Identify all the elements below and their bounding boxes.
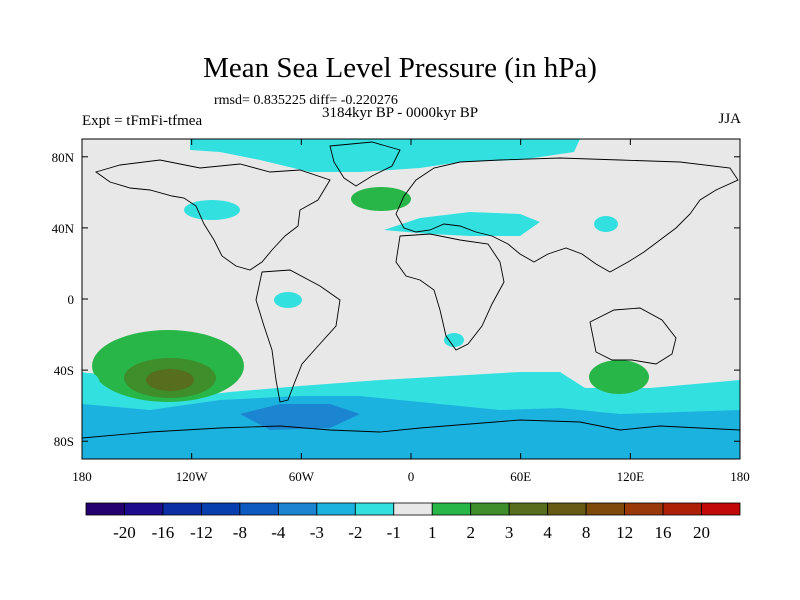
south-pacific-high-3 (146, 369, 194, 391)
season-label: JJA (718, 111, 741, 127)
amazon-anomaly (274, 292, 302, 308)
colorbar-label: 4 (543, 523, 552, 542)
x-tick-label: 120E (617, 469, 645, 484)
asia-anomaly (594, 216, 618, 232)
experiment-text: Expt = tFmFi-tfmea (82, 113, 203, 129)
east-pacific-anomaly (82, 373, 100, 397)
colorbar-label: 2 (466, 523, 475, 542)
colorbar-cell (239, 502, 279, 516)
colorbar-cell (585, 502, 625, 516)
australia-coast (589, 307, 677, 365)
colorbar: -20 -16 -12 -8 -4 -3 -2 -1 1 2 3 4 8 12 16 20 (85, 502, 741, 542)
x-tick-label: 120W (176, 469, 209, 484)
x-tick-label: 180 (730, 469, 750, 484)
colorbar-cell (470, 502, 510, 516)
colorbar-label: -8 (233, 523, 247, 542)
coastlines (82, 141, 740, 439)
colorbar-cell (624, 502, 664, 516)
southern-ocean-anomaly-lightblue (82, 396, 740, 459)
colorbar-cell (201, 502, 241, 516)
greenland-coast (329, 141, 401, 187)
y-axis: 80N 40N 0 40S 80S (52, 150, 740, 449)
colorbar-label: 8 (582, 523, 591, 542)
colorbar-label: -3 (310, 523, 324, 542)
southern-ocean-anomaly-blue (240, 404, 360, 430)
y-tick-label: 0 (68, 292, 75, 307)
period-text: 3184kyr BP - 0000kyr BP (322, 105, 479, 121)
colorbar-cell (547, 502, 587, 516)
colorbar-label: 3 (505, 523, 514, 542)
colorbar-cell (662, 502, 702, 516)
colorbar-label: -4 (271, 523, 286, 542)
colorbar-label: -20 (113, 523, 136, 542)
colorbar-label: -16 (152, 523, 175, 542)
y-tick-label: 80S (54, 434, 74, 449)
africa-coast (395, 233, 505, 351)
colorbar-cell (508, 502, 549, 516)
eurasia-coast (395, 157, 739, 273)
y-tick-label: 40N (52, 221, 75, 236)
colorbar-cell (124, 502, 164, 516)
north-atlantic-high (351, 187, 411, 211)
colorbar-label: 16 (655, 523, 672, 542)
arctic-anomaly (190, 139, 580, 172)
colorbar-label: -12 (190, 523, 213, 542)
southern-africa-anomaly (444, 333, 464, 347)
y-tick-label: 80N (52, 150, 75, 165)
x-tick-label: 0 (408, 469, 415, 484)
colorbar-cell (354, 502, 395, 516)
australia-high (589, 360, 649, 394)
colorbar-label: -2 (348, 523, 362, 542)
colorbar-label: 12 (616, 523, 633, 542)
x-tick-label: 60E (510, 469, 531, 484)
x-tick-label: 180 (72, 469, 92, 484)
colorbar-label: 20 (693, 523, 710, 542)
south-america-coast (255, 269, 341, 403)
colorbar-cell (316, 502, 356, 516)
x-axis: 180 120W 60W 0 60E 120E 180 (72, 139, 750, 484)
colorbar-label: 1 (428, 523, 437, 542)
colorbar-label: -1 (387, 523, 401, 542)
antarctica-coast (82, 419, 740, 439)
north-pacific-anomaly (184, 200, 240, 220)
colorbar-cell (431, 502, 472, 516)
stats-text: rmsd= 0.835225 diff= -0.220276 (214, 93, 398, 108)
colorbar-cell (85, 502, 125, 516)
anomaly-fills (82, 139, 740, 459)
colorbar-cell (162, 502, 202, 516)
colorbar-cell (393, 502, 433, 516)
north-america-coast (94, 159, 331, 271)
y-tick-label: 40S (54, 363, 74, 378)
colorbar-cell (277, 502, 318, 516)
chart-title: Mean Sea Level Pressure (in hPa) (203, 52, 597, 84)
colorbar-cell (701, 502, 741, 516)
x-tick-label: 60W (289, 469, 315, 484)
eurasia-anomaly (384, 212, 540, 236)
